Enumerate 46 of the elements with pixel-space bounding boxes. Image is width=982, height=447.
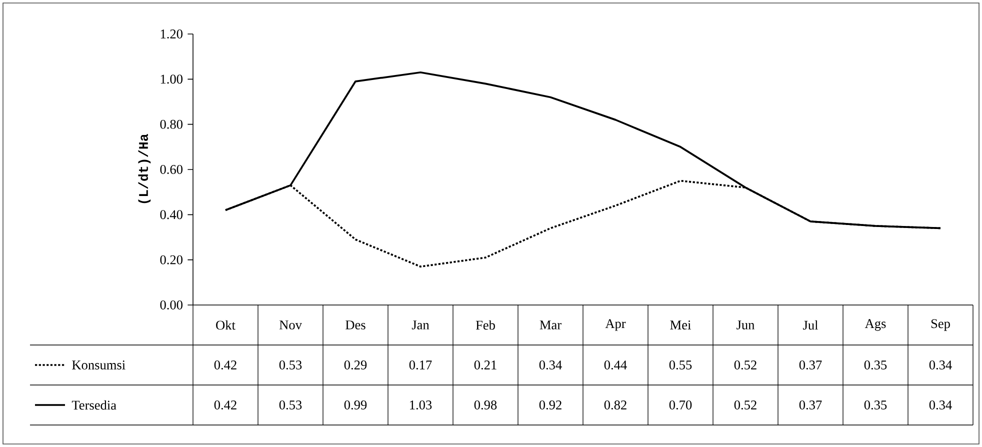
data-label: 0.92 [539,400,562,410]
x-tick-label: Jan [412,320,430,330]
data-label: 1.03 [410,400,432,410]
y-tick-label: 0.20 [160,255,182,264]
y-tick-label: 0.40 [160,210,182,220]
y-tick-label: 1.20 [160,29,182,39]
x-tick-label: Okt [216,320,236,330]
data-label: 0.55 [669,360,692,370]
data-label: 0.82 [604,400,626,410]
legend-label: Tersedia [72,400,116,410]
y-tick-label: 0.80 [160,120,182,129]
x-tick-label: Feb [476,320,495,330]
data-label: 0.29 [344,360,367,370]
legend-label: Konsumsi [72,360,126,370]
data-label: 0.37 [799,360,822,370]
x-tick-label: Des [346,320,366,330]
data-label: 0.34 [929,360,952,370]
x-tick-label: Jul [803,320,818,330]
data-label: 0.53 [279,400,302,410]
data-label: 0.52 [734,360,756,370]
y-tick-label: 1.00 [160,74,182,84]
data-label: 0.17 [409,360,432,370]
data-label: 0.98 [474,400,497,410]
x-tick-label: Ags [864,319,886,331]
data-label: 0.53 [279,360,302,370]
data-label: 0.34 [539,360,562,370]
x-tick-label: Sep [931,319,950,331]
y-tick-label: 0.60 [160,164,182,174]
x-tick-label: Nov [279,320,302,330]
data-label: 0.21 [474,360,496,370]
data-label: 0.52 [734,400,756,410]
data-label: 0.35 [864,360,887,370]
data-label: 0.99 [344,400,367,410]
data-label: 0.37 [799,400,822,410]
data-label: 0.70 [669,400,692,410]
x-tick-label: Jun [736,320,755,330]
data-label: 0.35 [864,400,887,410]
data-label: 0.42 [214,400,236,410]
x-tick-label: Mar [540,320,562,330]
x-tick-label: Apr [605,319,626,331]
data-label: 0.42 [214,360,236,370]
data-label: 0.44 [604,360,627,370]
y-tick-label: 0.00 [160,300,182,310]
x-tick-label: Mei [670,320,691,330]
y-axis-title: (L/dt)/Ha [138,134,151,204]
data-label: 0.34 [929,400,952,410]
